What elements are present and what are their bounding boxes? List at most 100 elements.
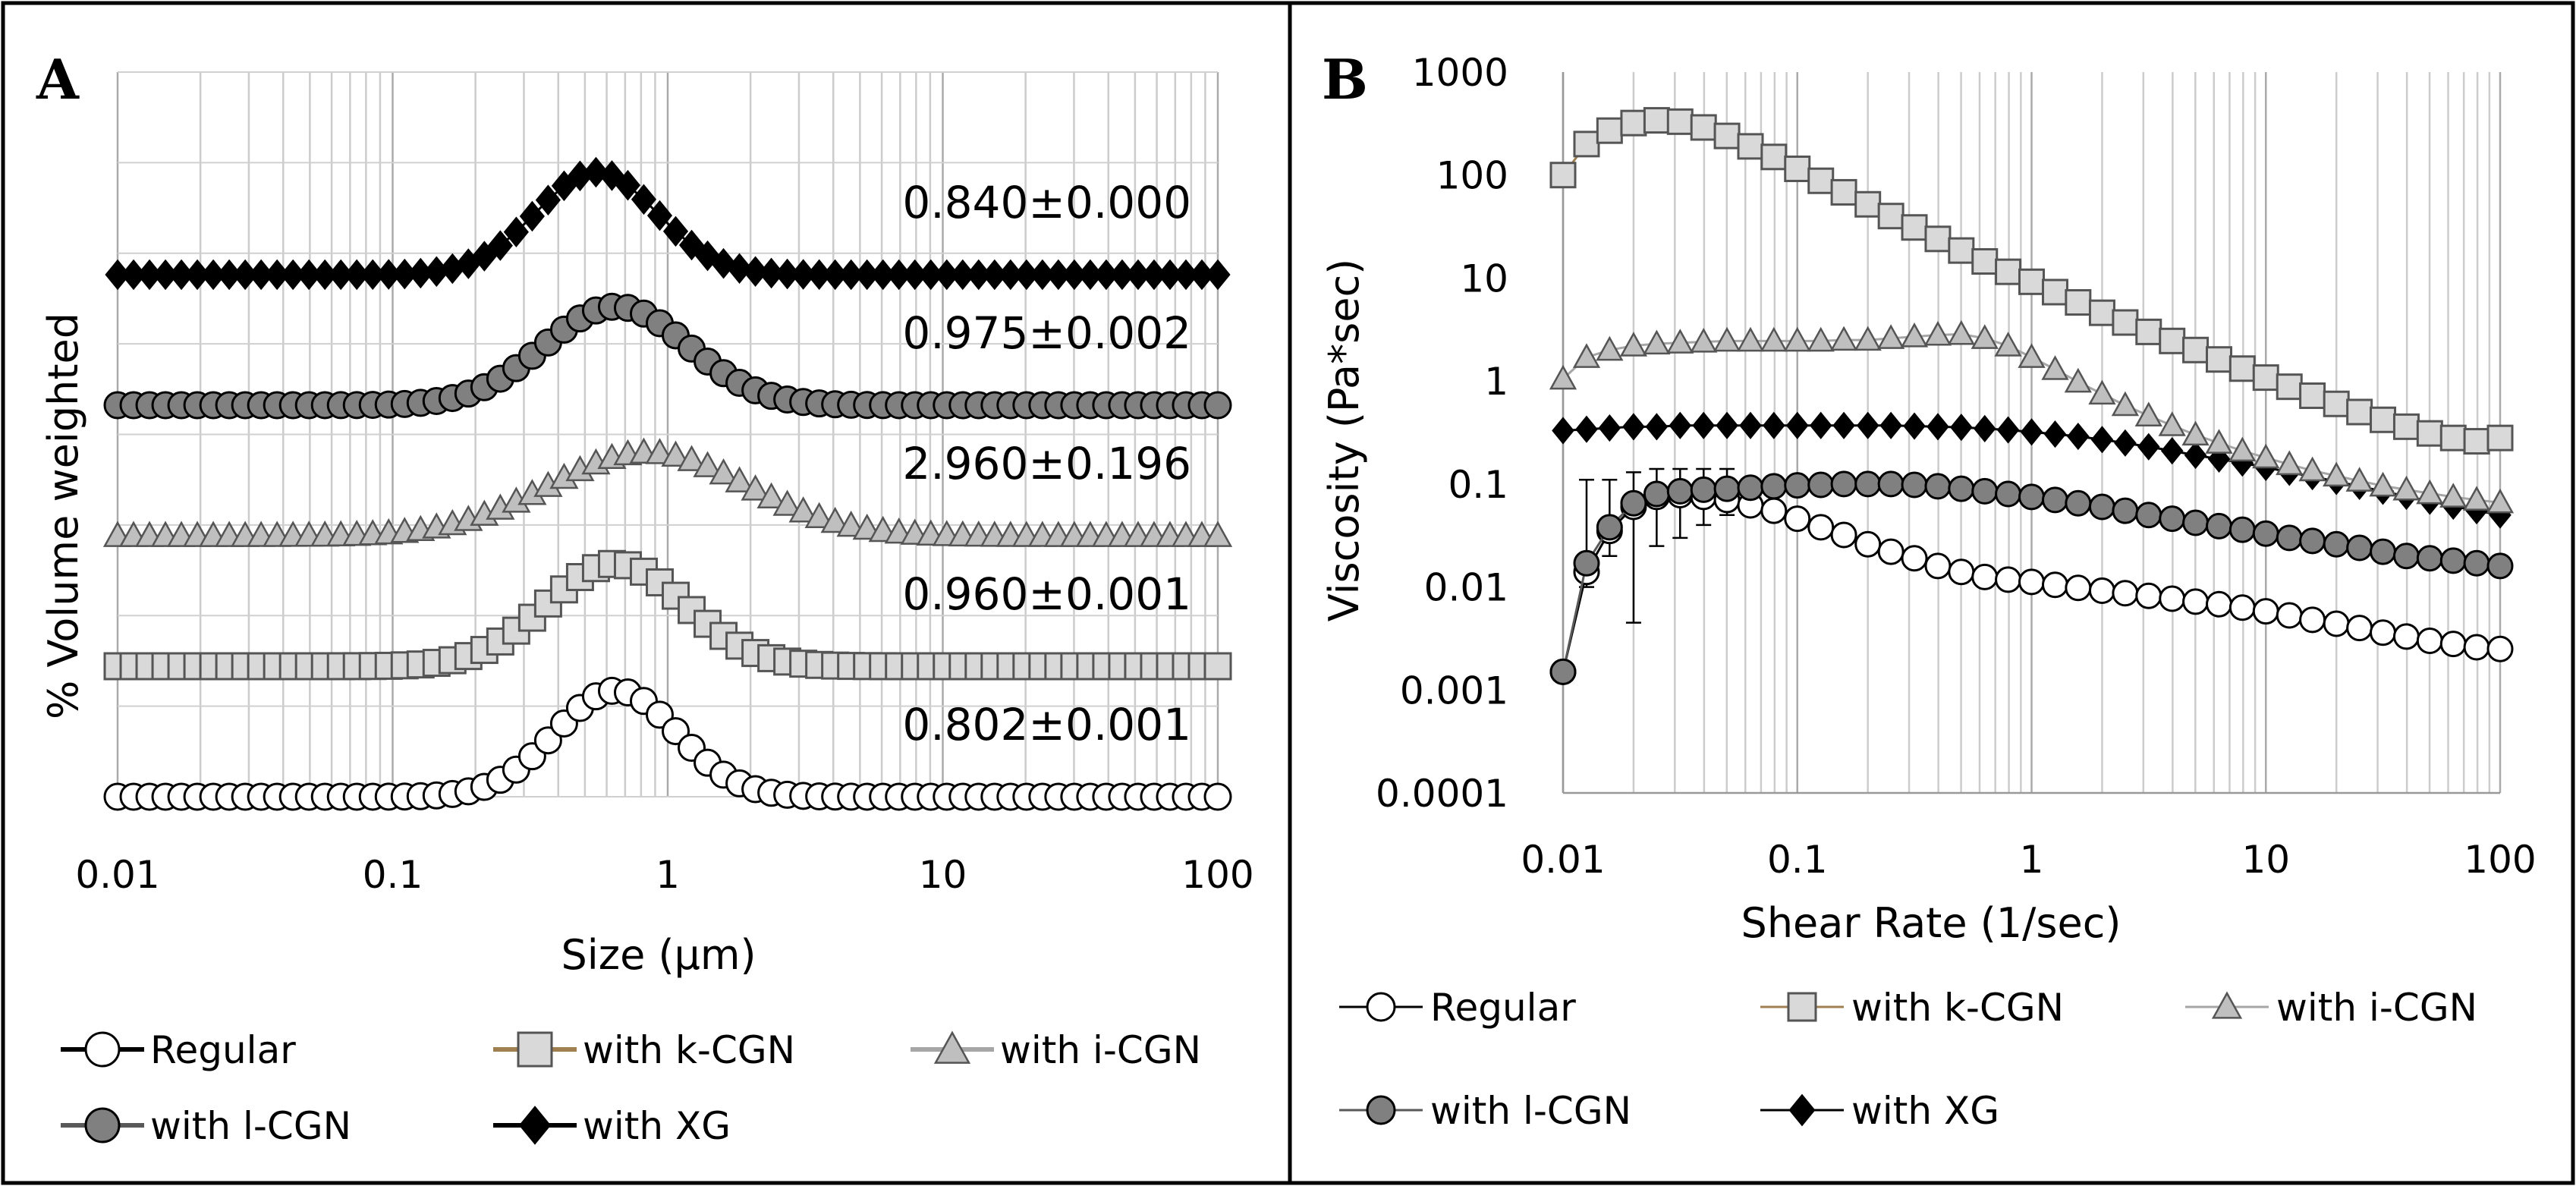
- panel-b-point-icgn: [1713, 326, 1741, 352]
- panel-a-y-axis-title: % Volume weighted: [39, 313, 87, 719]
- panel-a-point-xg: [631, 184, 657, 215]
- panel-b-point-lcgn: [2206, 512, 2233, 540]
- panel-b-x-tick-label: 0.01: [1521, 838, 1605, 882]
- panel-b-point-regular: [1924, 552, 1952, 580]
- panel-b-point-icgn: [1619, 332, 1648, 357]
- panel-b-point-xg: [1716, 411, 1738, 439]
- panel-a-point-icgn: [756, 482, 786, 509]
- panel-b-point-lcgn: [2346, 534, 2373, 562]
- panel-b-point-kcgn: [2416, 420, 2443, 447]
- panel-b-x-axis-title: Shear Rate (1/sec): [1741, 899, 2122, 947]
- panel-b-legend-item-xg: with XG: [1760, 1089, 1999, 1133]
- panel-b-point-regular: [1901, 545, 1928, 572]
- panel-a-span-label-regular: 0.802±0.001: [902, 699, 1191, 750]
- panel-b-x-tick-label: 10: [2241, 838, 2290, 882]
- panel-b-legend: Regular with k-CGN with i-CGN with l-CGN wit…: [1339, 986, 2477, 1133]
- panel-b-point-regular: [2135, 582, 2162, 609]
- panel-a-x-tick-label: 0.1: [363, 853, 423, 897]
- panel-b-point-kcgn: [1807, 167, 1835, 194]
- panel-a-span-label-icgn: 2.960±0.196: [902, 438, 1191, 489]
- panel-b-point-kcgn: [1549, 162, 1577, 189]
- panel-a-point-regular: [533, 726, 562, 755]
- panel-b-point-lcgn: [1760, 473, 1788, 500]
- panel-a-point-icgn: [820, 506, 850, 533]
- panel-b-point-icgn: [2111, 391, 2140, 417]
- panel-b-point-regular: [2228, 594, 2256, 621]
- panel-a-legend: Regular with k-CGN with i-CGN with l-CGN wit…: [61, 1028, 1201, 1148]
- panel-b-point-regular: [2276, 602, 2303, 629]
- panel-b-point-lcgn: [2112, 497, 2139, 524]
- panel-b-point-icgn: [1736, 326, 1765, 352]
- panel-b-point-lcgn: [1830, 470, 1857, 498]
- panel-b-point-regular: [1995, 566, 2022, 593]
- panel-b-point-kcgn: [1830, 178, 1857, 206]
- panel-a-legend-item-kcgn: with k-CGN: [493, 1028, 795, 1072]
- panel-b-point-lcgn: [1854, 470, 1882, 498]
- panel-b-point-regular: [2299, 606, 2326, 634]
- panel-a-point-xg: [615, 169, 641, 201]
- panel-b-point-lcgn: [2228, 516, 2256, 543]
- panel-b-letter: B: [1322, 47, 1368, 112]
- panel-a-legend-label: Regular: [150, 1028, 296, 1072]
- panel-b-point-xg: [1809, 411, 1832, 439]
- panel-a-point-icgn: [772, 489, 802, 516]
- panel-a-point-xg: [487, 230, 513, 261]
- panel-b-point-kcgn: [2182, 336, 2210, 363]
- panel-b-point-kcgn: [2065, 289, 2092, 316]
- panel-b-point-lcgn: [1690, 476, 1717, 503]
- panel-b-point-icgn: [1643, 329, 1671, 355]
- panel-b-point-lcgn: [2439, 547, 2467, 574]
- panel-a-x-tick-label: 100: [1181, 853, 1253, 897]
- panel-b-legend-label: Regular: [1430, 986, 1576, 1030]
- panel-b-legend-label: with XG: [1851, 1089, 1999, 1133]
- panel-a-point-icgn: [788, 496, 818, 523]
- panel-b-point-icgn: [2088, 379, 2116, 405]
- panel-b-point-lcgn: [2299, 527, 2326, 555]
- panel-a-x-tick-label: 1: [656, 853, 680, 897]
- panel-b-point-kcgn: [1713, 122, 1741, 149]
- panel-a-legend-marker: [933, 1030, 971, 1064]
- panel-b-point-kcgn: [2135, 318, 2162, 345]
- panel-b-point-lcgn: [1995, 480, 2022, 508]
- panel-b-point-lcgn: [2416, 545, 2443, 572]
- panel-a-legend-marker: [84, 1031, 121, 1068]
- panel-a-series: [102, 156, 1233, 811]
- panel-b-point-kcgn: [2252, 364, 2279, 392]
- panel-b-point-lcgn: [1549, 658, 1577, 685]
- panel-b-point-regular: [2182, 588, 2210, 615]
- panel-b-legend-label: with l-CGN: [1430, 1089, 1631, 1133]
- panel-b-point-xg: [1598, 414, 1621, 442]
- panel-b-point-lcgn: [2018, 483, 2045, 511]
- panel-b-legend-marker: [1366, 992, 1396, 1022]
- panel-a-series-lcgn: [103, 292, 1232, 420]
- panel-b-point-lcgn: [1573, 549, 1600, 577]
- panel-b-point-icgn: [2158, 411, 2186, 436]
- panel-b-point-kcgn: [2370, 406, 2397, 433]
- panel-b-legend-item-icgn: with i-CGN: [2185, 986, 2477, 1030]
- panel-b-point-icgn: [1900, 322, 1929, 348]
- panel-b-point-xg: [1832, 411, 1855, 439]
- panel-b-point-lcgn: [2065, 489, 2092, 517]
- panel-b-point-regular: [2041, 571, 2068, 599]
- panel-b-point-kcgn: [2018, 268, 2045, 295]
- panel-b-y-tick-label: 0.1: [1448, 463, 1508, 507]
- panel-b-point-lcgn: [2463, 549, 2490, 577]
- panel-b-point-regular: [2018, 568, 2045, 596]
- panel-b-point-xg: [1996, 416, 2020, 444]
- panel-b-y-tick-label: 1000: [1412, 51, 1508, 95]
- panel-b-point-xg: [2114, 429, 2137, 457]
- panel-b-point-xg: [1785, 411, 1809, 439]
- panel-b-point-icgn: [1947, 319, 1975, 345]
- panel-b-point-lcgn: [1620, 489, 1647, 517]
- panel-b-point-icgn: [1572, 343, 1601, 368]
- panel-a-point-icgn: [741, 474, 770, 501]
- panel-b-point-icgn: [1549, 364, 1577, 390]
- panel-b-point-regular: [2065, 574, 2092, 602]
- panel-b-point-lcgn: [1924, 473, 1952, 500]
- panel-b-point-kcgn: [1971, 248, 1999, 275]
- panel-a-x-axis-title: Size (μm): [561, 931, 756, 979]
- panel-b-point-icgn: [2369, 471, 2397, 497]
- panel-b-point-xg: [1692, 411, 1716, 439]
- panel-b-legend-item-kcgn: with k-CGN: [1760, 986, 2064, 1030]
- panel-b-point-xg: [2043, 420, 2067, 448]
